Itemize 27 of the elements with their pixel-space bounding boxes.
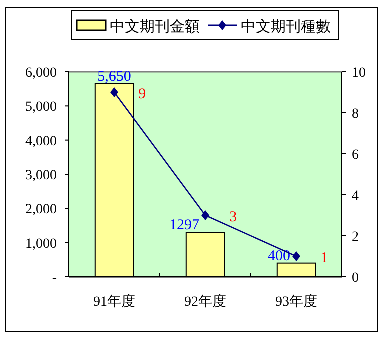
data-label: 5,650 [98,68,132,85]
y-tick-label: 4,000 [26,134,57,150]
y2-tick-label: 10 [352,66,366,81]
data-label: 3 [230,210,238,226]
data-label: 1297 [170,218,200,234]
y2-tick-label: 4 [352,189,359,204]
point [110,88,118,98]
data-label: 9 [138,86,146,102]
legend-label: 中文期刊金額 [110,18,200,36]
data-label: 1 [320,250,328,266]
data-label: 400 [268,248,290,264]
y-tick-label: 1,000 [26,236,57,252]
y-tick-label: 3,000 [26,168,57,184]
y2-tick-label: 6 [352,148,359,163]
x-tick-label: 91年度 [94,294,136,310]
y2-tick-label: 8 [352,107,359,122]
point [202,210,210,220]
y-tick-label: 5,000 [26,100,57,116]
point [292,252,300,262]
x-tick-label: 92年度 [184,294,226,310]
y2-tick-label: 2 [352,230,359,245]
y-tick-label: - [52,271,58,286]
y-tick-label: 2,000 [26,202,57,218]
y2-tick-label: 0 [352,271,359,286]
x-tick-label: 93年度 [276,294,318,310]
legend-label: 中文期刊種數 [241,18,331,36]
y-tick-label: 6,000 [26,66,57,81]
